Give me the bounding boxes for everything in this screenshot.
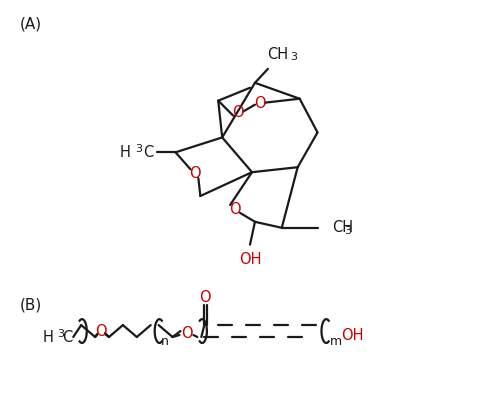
Text: O: O [95,324,107,339]
Text: m: m [330,335,342,348]
Text: O: O [230,202,241,217]
Text: n: n [160,335,168,348]
Text: H: H [120,145,131,160]
Text: 3: 3 [290,52,297,62]
Text: (A): (A) [20,16,42,31]
Text: 3: 3 [344,226,351,236]
Text: OH: OH [342,327,364,342]
Text: C: C [144,145,154,160]
Text: OH: OH [239,252,261,267]
Text: C: C [62,329,72,344]
Text: 3: 3 [136,144,142,154]
Text: O: O [200,290,211,305]
Text: O: O [190,166,201,181]
Text: O: O [254,96,266,111]
Text: (B): (B) [20,297,42,312]
Text: 3: 3 [57,329,64,339]
Text: CH: CH [332,220,353,235]
Text: CH: CH [267,47,288,62]
Text: O: O [232,105,244,120]
Text: H: H [42,329,54,344]
Text: O: O [180,325,192,340]
